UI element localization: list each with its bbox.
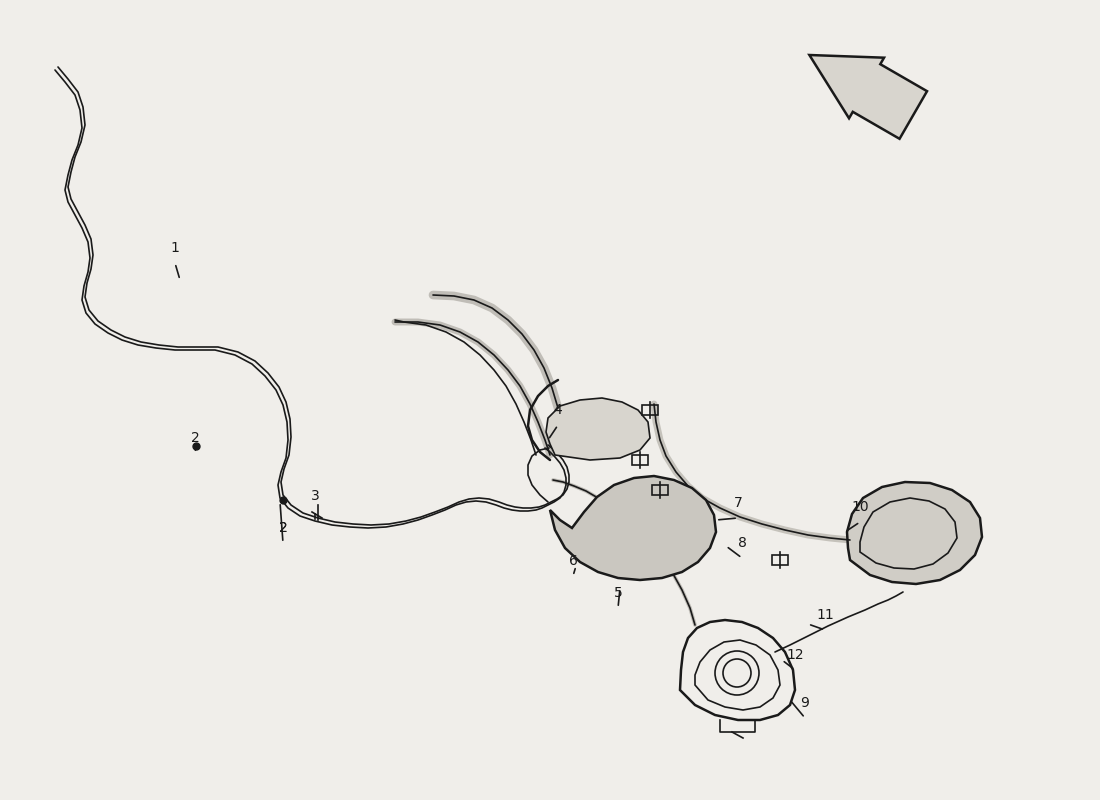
Text: 2: 2: [278, 521, 287, 535]
Text: 5: 5: [614, 586, 623, 600]
Text: 7: 7: [734, 496, 742, 510]
Text: 1: 1: [170, 241, 179, 255]
Text: 2: 2: [190, 431, 199, 445]
Bar: [772, 555, 788, 565]
Polygon shape: [847, 482, 982, 584]
Text: 9: 9: [801, 696, 810, 710]
Bar: [652, 485, 668, 495]
Text: 12: 12: [786, 648, 804, 662]
Text: 3: 3: [310, 489, 319, 503]
Polygon shape: [546, 398, 650, 460]
Bar: [632, 455, 648, 465]
Text: 6: 6: [569, 554, 578, 568]
Text: 2: 2: [278, 521, 287, 535]
Bar: [642, 405, 658, 415]
Text: 10: 10: [851, 500, 869, 514]
Text: 8: 8: [738, 536, 747, 550]
Polygon shape: [810, 55, 927, 139]
Polygon shape: [550, 476, 716, 580]
Text: 4: 4: [553, 403, 562, 417]
Text: 11: 11: [816, 608, 834, 622]
